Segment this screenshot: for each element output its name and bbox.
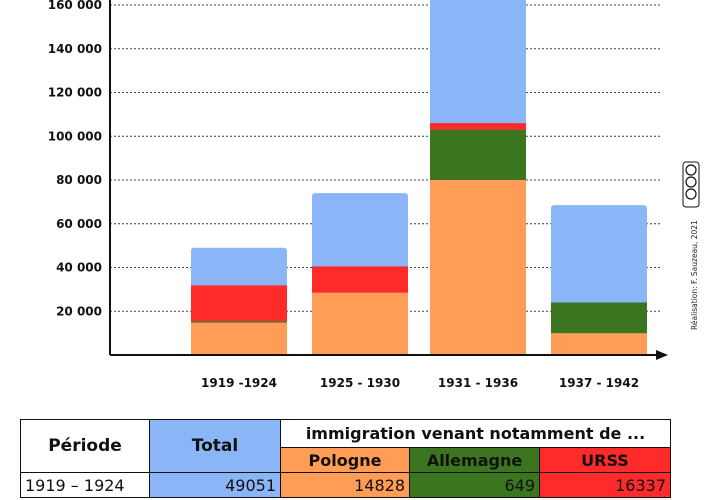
x-tick-labels: 1919 -1924 1925 - 1930 1931 - 1936 1937 - 1… [201,376,639,390]
header-urss: URSS [539,447,671,473]
x-axis-arrow [656,350,668,360]
header-pologne: Pologne [280,447,410,473]
y-tick-label: 160 000 [48,0,102,12]
cc-circle-icon [685,164,697,176]
stacked-bar-chart: 20 000 40 000 60 000 80 000 100 000 120 000 14… [48,0,700,390]
by-circle-icon [685,176,697,188]
data-table: Période Total immigration venant notamme… [20,419,671,498]
bar-segment-allemagne [551,302,647,334]
credit-text: Réalisation: F. Sauzeau, 2021 [690,220,699,330]
license-badge [682,161,700,208]
bar-segment-allemagne [191,321,287,323]
data-table-container: Période Total immigration venant notamme… [20,419,671,498]
cell-total: 49051 [149,472,281,498]
x-tick-label: 1937 - 1942 [559,376,639,390]
bar-segment-urss [191,285,287,322]
bars [191,0,647,355]
bar-segment-pologne [312,292,408,355]
x-tick-label: 1919 -1924 [201,376,277,390]
cell-periode: 1919 – 1924 [20,472,150,498]
y-tick-label: 20 000 [56,304,102,318]
cell-urss: 16337 [539,472,671,498]
cc-license-icon [682,161,700,208]
cell-pologne: 14828 [280,472,410,498]
axes [109,0,668,360]
y-tick-label: 80 000 [56,173,102,187]
x-tick-label: 1925 - 1930 [320,376,400,390]
sa-circle-icon [685,188,697,200]
bar-segment-urss [312,266,408,293]
bar-segment-pologne [430,180,526,355]
header-total: Total [149,419,281,473]
y-tick-label: 100 000 [48,129,102,143]
bar-segment-allemagne [430,129,526,180]
x-tick-label: 1931 - 1936 [438,376,518,390]
bar-segment-pologne [551,333,647,355]
bar-segment-pologne [191,322,287,355]
y-tick-label: 140 000 [48,42,102,56]
header-allemagne: Allemagne [409,447,540,473]
table-row: 1919 – 1924 49051 14828 649 16337 [20,472,671,498]
header-periode: Période [20,419,150,473]
header-group: immigration venant notamment de ... [280,419,671,448]
cell-allemagne: 649 [409,472,540,498]
table-subheader-row: Pologne Allemagne URSS [21,447,671,473]
y-tick-label: 60 000 [56,217,102,231]
y-tick-label: 40 000 [56,261,102,275]
bar-segment-urss [430,123,526,130]
y-tick-label: 120 000 [48,86,102,100]
y-tick-labels: 20 000 40 000 60 000 80 000 100 000 120 000 14… [48,0,102,318]
table-header-row: Période Total immigration venant notamme… [20,419,671,473]
